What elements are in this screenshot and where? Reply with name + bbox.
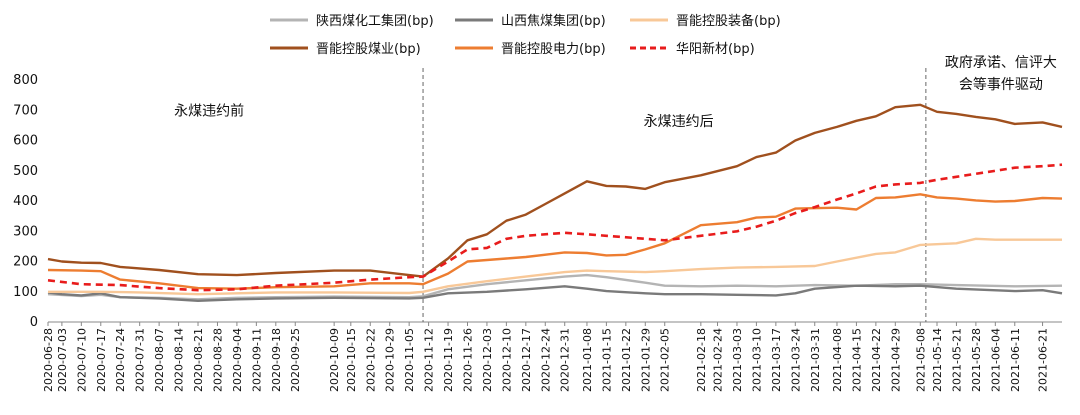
y-tick-label: 500: [13, 164, 38, 179]
x-tick-label: 2021-03-31: [809, 328, 822, 392]
series-line: [47, 103, 1063, 278]
x-tick-label: 2020-10-22: [364, 328, 377, 392]
x-tick-label: 2021-05-28: [970, 328, 983, 392]
y-tick-label: 200: [13, 255, 38, 270]
x-tick-label: 2020-10-29: [384, 328, 397, 392]
series-line: [47, 284, 1063, 302]
series-line: [47, 193, 1063, 290]
x-tick-label: 2020-07-03: [56, 328, 69, 392]
x-tick-label: 2021-03-10: [750, 328, 763, 392]
x-tick-label: 2020-12-10: [500, 328, 513, 392]
legend-label: 晋能控股煤业(bp): [316, 42, 421, 57]
legend-label: 陕西煤化工集团(bp): [316, 13, 434, 29]
x-tick-label: 2021-01-15: [600, 328, 613, 392]
series-lines: [47, 103, 1063, 302]
legend-label: 晋能控股电力(bp): [501, 42, 606, 57]
legend: 陕西煤化工集团(bp) 山西焦煤集团(bp) 晋能控股装备(bp) 晋能控股煤业(bp…: [270, 13, 781, 57]
x-tick-label: 2020-06-28: [42, 328, 55, 392]
x-tick-label: 2021-04-29: [889, 328, 902, 392]
x-tick-label: 2020-12-24: [539, 328, 552, 392]
x-tick-label: 2021-03-17: [770, 328, 783, 392]
x-tick-label: 2020-09-18: [270, 328, 283, 392]
y-tick-label: 100: [13, 285, 38, 300]
x-tick-label: 2020-11-19: [442, 328, 455, 392]
x-tick-label: 2020-08-21: [192, 328, 205, 392]
series-line: [48, 237, 1062, 296]
x-tick-label: 2021-06-04: [989, 328, 1002, 392]
x-axis: 2020-06-28 2020-07-03 2020-07-10 2020-07-17…: [42, 322, 1050, 392]
x-tick-label: 2020-10-09: [328, 328, 341, 392]
y-tick-label: 800: [13, 73, 38, 88]
x-tick-label: 2021-04-08: [831, 328, 844, 392]
annotation-event-driven-line2: 会等事件驱动: [959, 76, 1043, 93]
x-tick-label: 2020-12-03: [481, 328, 494, 392]
y-axis: 0 100 200 300 400 500 600 700 800: [13, 73, 38, 330]
x-tick-label: 2021-02-18: [695, 328, 708, 392]
annotation-after-default: 永煤违约后: [644, 114, 714, 130]
legend-item: 晋能控股电力(bp): [455, 42, 606, 57]
y-tick-label: 400: [13, 194, 38, 209]
series-line: [47, 163, 1063, 292]
x-tick-label: 2020-07-24: [114, 328, 127, 392]
x-tick-label: 2020-08-28: [211, 328, 224, 392]
legend-item: 晋能控股煤业(bp): [270, 42, 421, 57]
x-tick-label: 2021-05-14: [931, 328, 944, 392]
x-tick-label: 2021-06-21: [1037, 328, 1050, 392]
x-tick-label: 2021-05-21: [950, 328, 963, 392]
x-tick-label: 2021-01-22: [620, 328, 633, 392]
y-tick-label: 700: [13, 103, 38, 118]
x-tick-label: 2021-06-11: [1009, 328, 1022, 392]
annotation-before-default: 永煤违约前: [174, 102, 244, 119]
y-tick-label: 0: [30, 315, 38, 330]
x-tick-label: 2020-07-17: [95, 328, 108, 392]
x-tick-label: 2021-03-03: [731, 328, 744, 392]
y-tick-label: 300: [13, 224, 38, 239]
annotation-event-driven-line1: 政府承诺、信评大: [945, 55, 1057, 71]
legend-label: 山西焦煤集团(bp): [501, 13, 606, 29]
x-tick-label: 2021-04-15: [850, 328, 863, 392]
x-tick-label: 2020-11-05: [403, 328, 416, 392]
y-tick-label: 600: [13, 134, 38, 149]
legend-item: 陕西煤化工集团(bp): [270, 13, 434, 29]
x-tick-label: 2020-12-31: [559, 328, 572, 392]
x-tick-label: 2021-01-29: [639, 328, 652, 392]
x-tick-label: 2020-07-10: [75, 328, 88, 392]
legend-item: 华阳新材(bp): [630, 41, 755, 57]
x-tick-label: 2020-09-11: [250, 328, 263, 392]
x-tick-label: 2021-03-24: [789, 328, 802, 392]
legend-item: 山西焦煤集团(bp): [455, 13, 606, 29]
x-tick-label: 2020-08-07: [153, 328, 166, 392]
legend-label: 华阳新材(bp): [676, 41, 755, 57]
x-tick-label: 2020-09-25: [289, 328, 302, 392]
x-tick-label: 2021-02-05: [659, 328, 672, 392]
x-tick-label: 2021-04-22: [870, 328, 883, 392]
x-tick-label: 2021-02-24: [712, 328, 725, 392]
legend-item: 晋能控股装备(bp): [630, 13, 781, 29]
x-tick-label: 2020-09-04: [231, 328, 244, 392]
x-tick-label: 2020-10-15: [345, 328, 358, 392]
x-tick-label: 2020-08-14: [173, 328, 186, 392]
x-tick-label: 2020-12-17: [520, 328, 533, 392]
x-tick-label: 2020-07-31: [134, 328, 147, 392]
x-tick-label: 2020-11-26: [461, 328, 474, 392]
x-tick-label: 2021-05-08: [914, 328, 927, 392]
legend-label: 晋能控股装备(bp): [676, 13, 781, 29]
x-tick-label: 2020-11-12: [423, 328, 436, 392]
x-tick-label: 2021-01-08: [581, 328, 594, 392]
